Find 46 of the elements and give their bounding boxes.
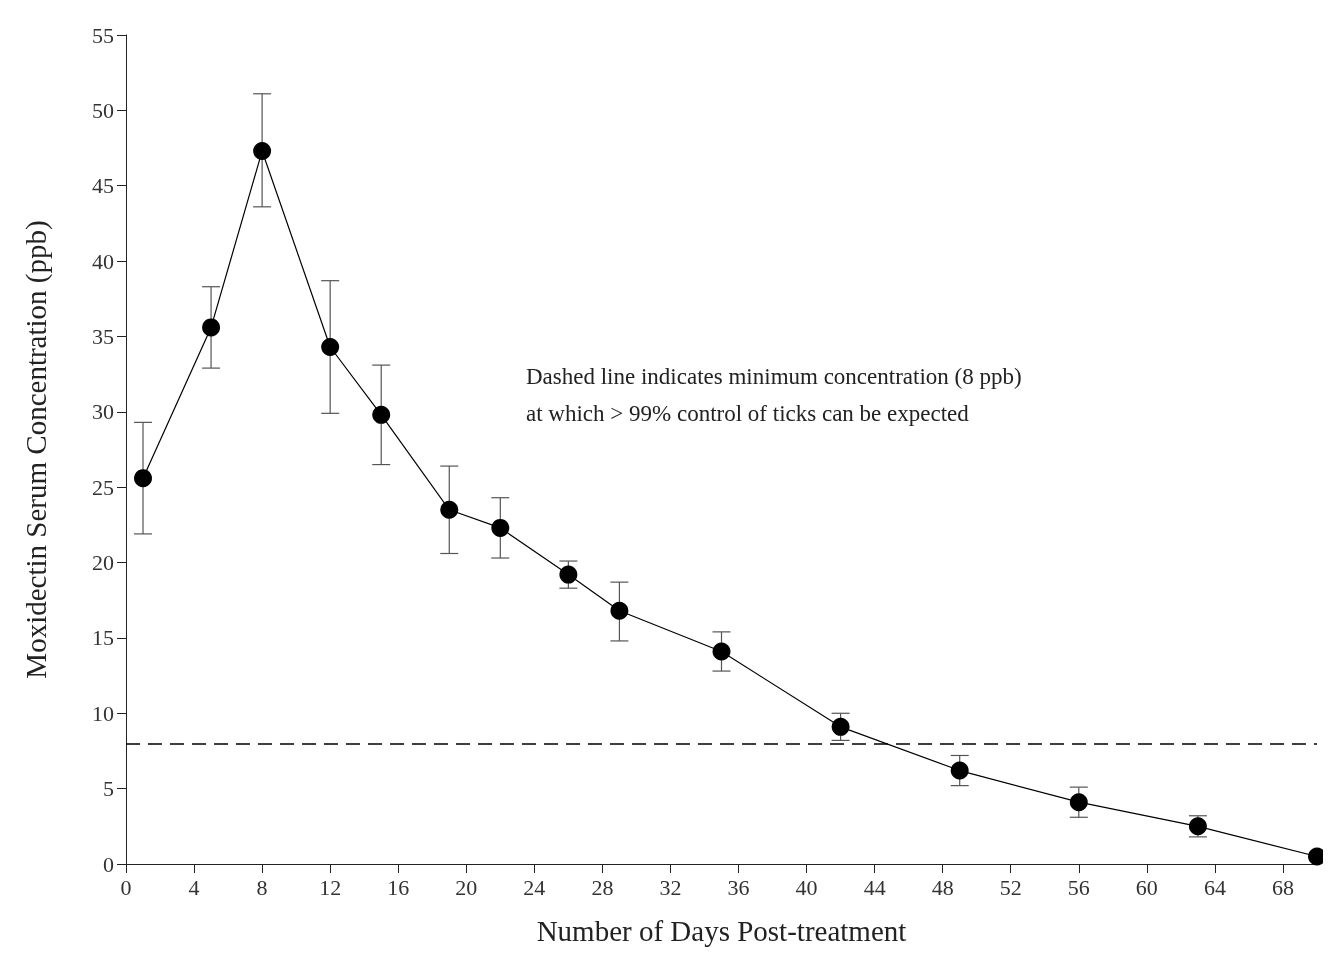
x-tick-label: 8 — [256, 874, 268, 900]
x-tick-label: 16 — [387, 874, 410, 900]
point — [321, 338, 340, 356]
y-tick-label: 10 — [92, 700, 114, 726]
point — [440, 500, 459, 519]
x-tick-label: 64 — [1203, 874, 1226, 900]
y-tick-label: 55 — [92, 22, 114, 48]
y-tick-label: 20 — [92, 550, 114, 576]
x-tick-label: 28 — [591, 874, 614, 900]
point — [202, 318, 221, 337]
y-tick-label: 25 — [92, 474, 114, 500]
x-tick-label: 36 — [727, 874, 750, 900]
x-tick-label: 48 — [931, 874, 954, 900]
y-tick-label: 30 — [92, 399, 114, 425]
point — [559, 565, 578, 584]
x-tick-label: 32 — [659, 874, 682, 900]
x-tick-label: 52 — [999, 874, 1022, 900]
x-tick-label: 24 — [523, 874, 546, 900]
y-tick-label: 45 — [92, 173, 114, 199]
x-tick-label: 20 — [455, 874, 478, 900]
y-tick-label: 5 — [103, 776, 114, 802]
x-tick-label: 60 — [1135, 874, 1158, 900]
y-tick-label: 50 — [92, 97, 114, 123]
y-tick-label: 15 — [92, 625, 114, 651]
point — [950, 761, 969, 780]
x-tick-label: 0 — [120, 874, 132, 900]
annotation: Dashed line indicates minimum concentration (8 ppb) at which > 99% control of ticks can be expected — [526, 364, 1022, 426]
y-tick-label: 40 — [92, 248, 114, 274]
point — [491, 518, 510, 537]
x-tick-label: 56 — [1067, 874, 1090, 900]
y-axis-title: Moxidectin Serum Concentration (ppb) — [19, 220, 53, 679]
point — [134, 469, 153, 488]
point — [372, 405, 391, 424]
x-tick-label: 40 — [795, 874, 818, 900]
point — [253, 142, 272, 161]
x-tick-label: 44 — [863, 874, 886, 900]
point — [831, 717, 850, 736]
point — [610, 601, 629, 620]
x-tick-label: 68 — [1271, 874, 1294, 900]
point — [712, 642, 731, 661]
point — [1069, 793, 1088, 812]
y-tick-label: 35 — [92, 323, 114, 349]
x-tick-label: 12 — [319, 874, 342, 900]
x-tick-label: 4 — [188, 874, 200, 900]
x-axis-title: Number of Days Post-treatment — [536, 914, 907, 947]
y-tick-label: 0 — [103, 851, 114, 877]
